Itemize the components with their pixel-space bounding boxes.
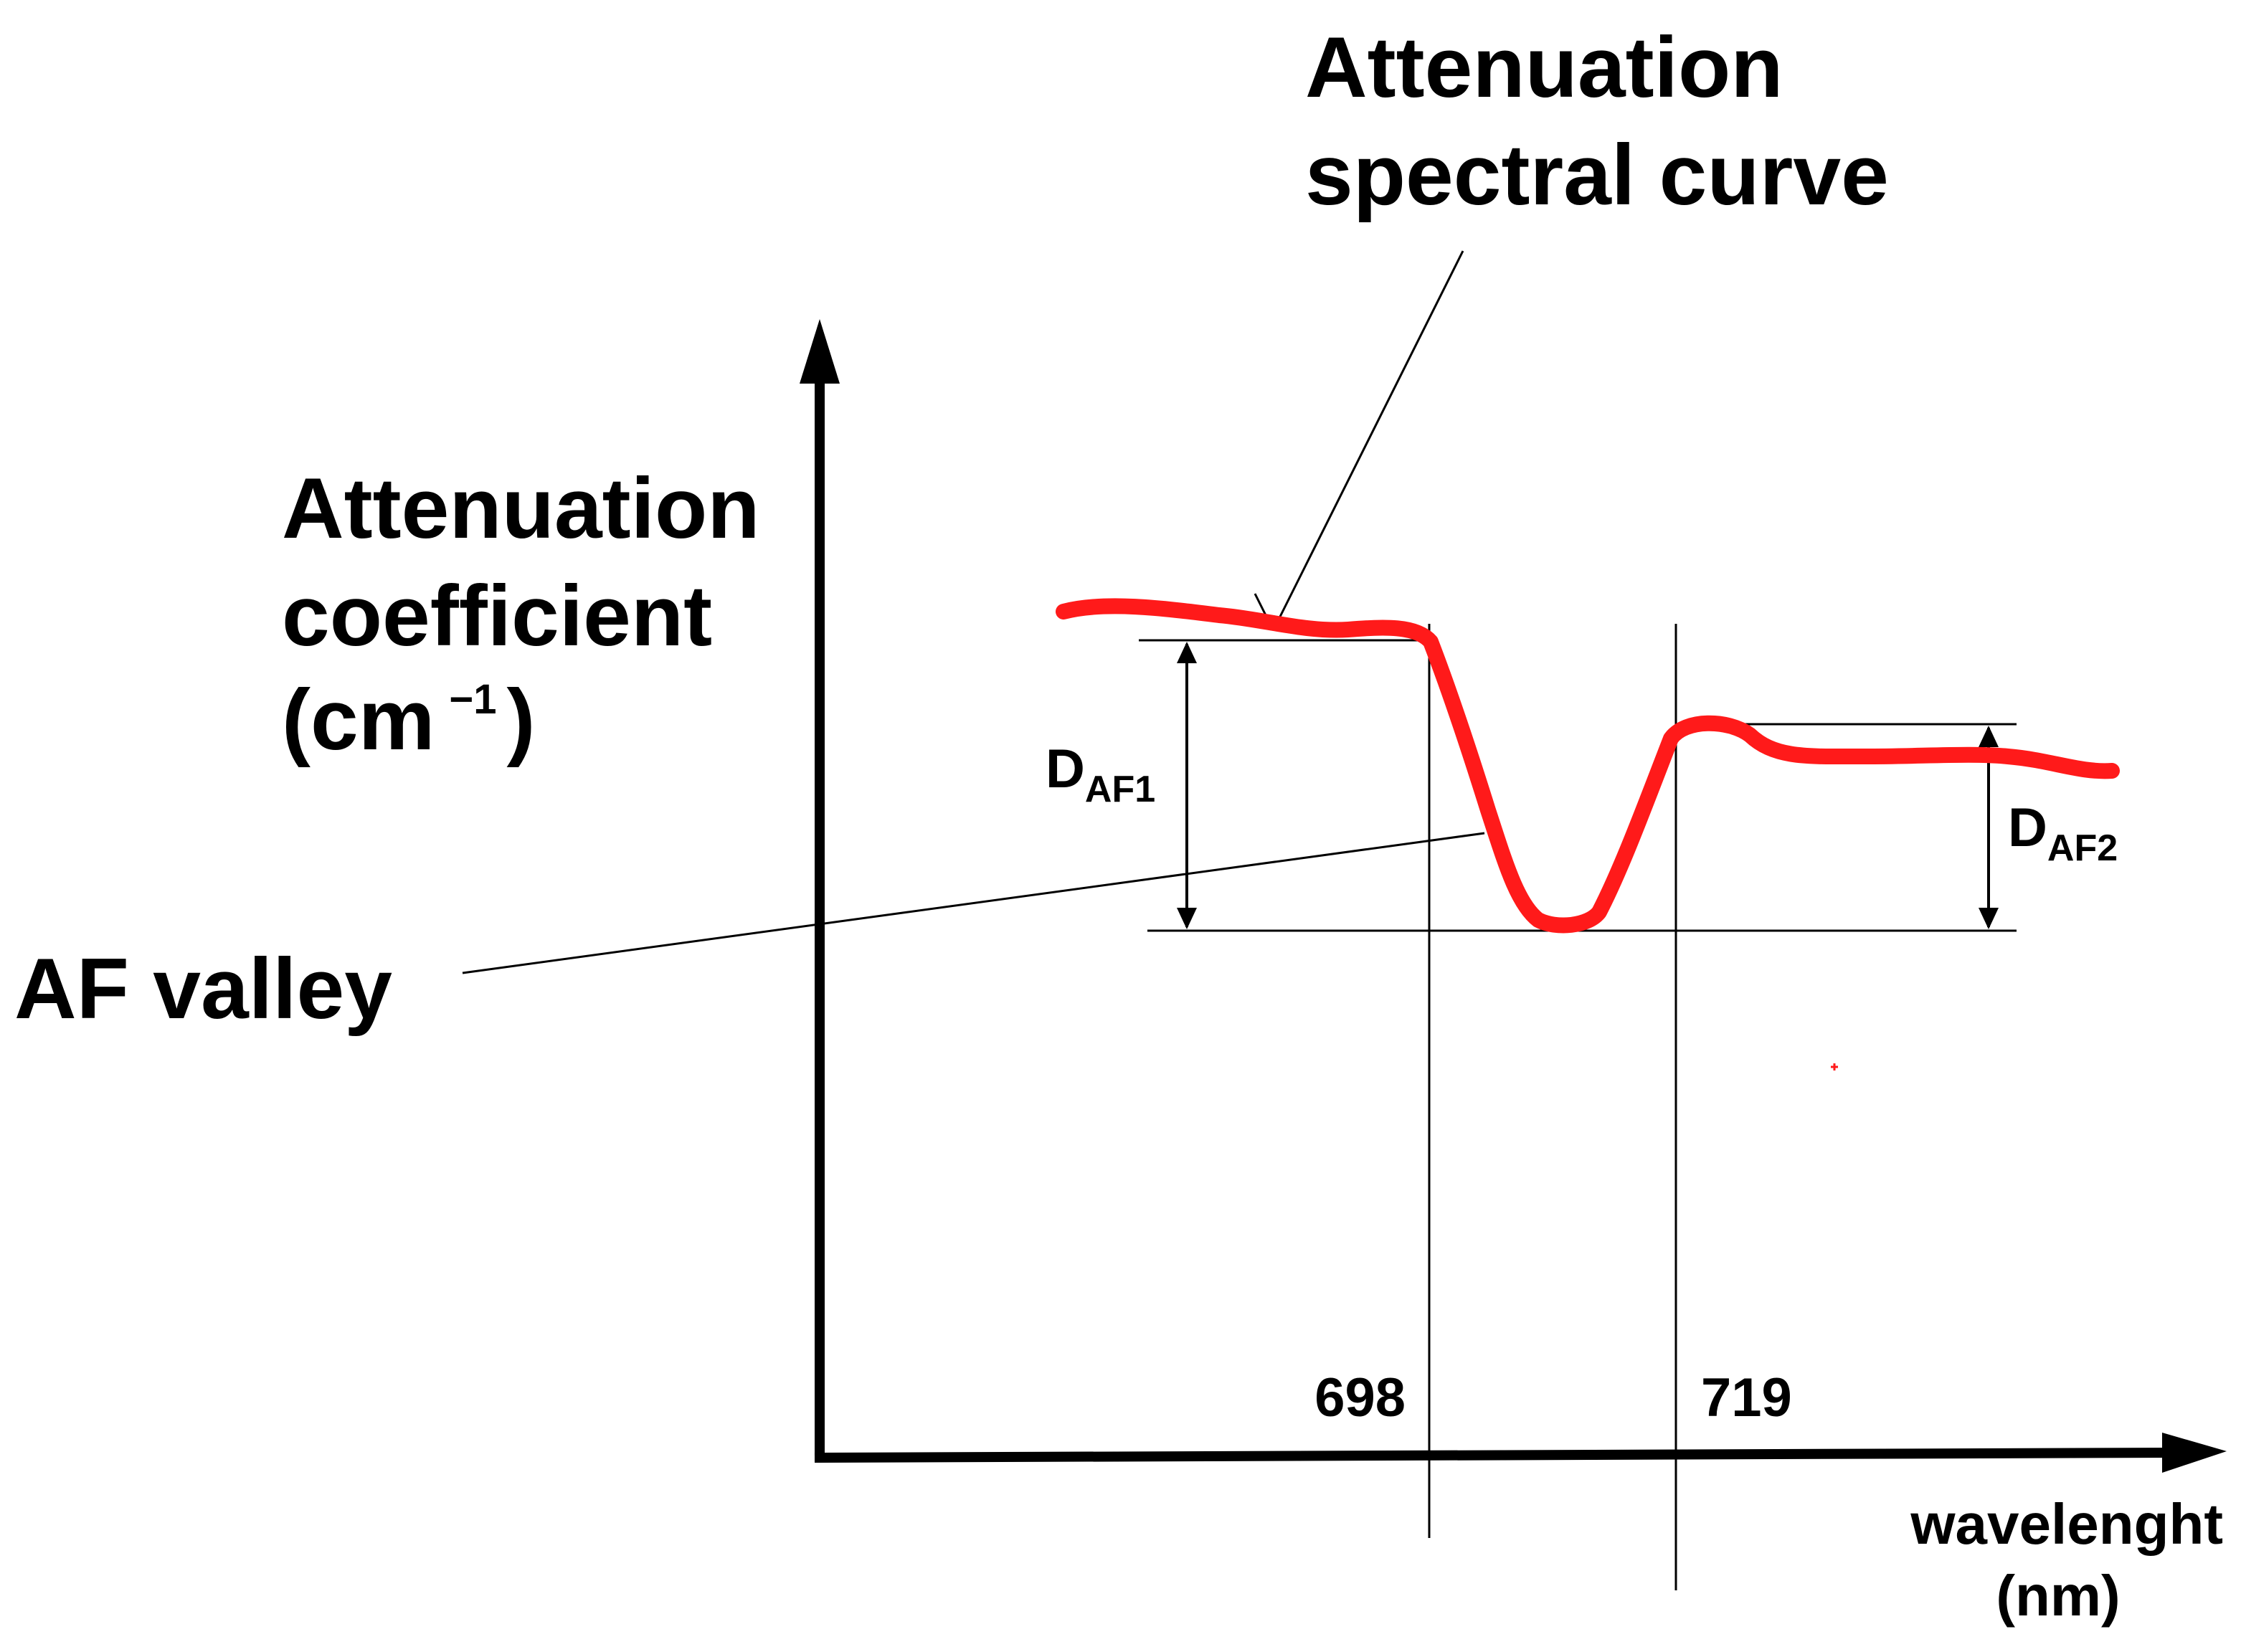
stray-red-mark xyxy=(1831,1063,1838,1071)
marker-label-698: 698 xyxy=(1314,1367,1406,1428)
title-leader-line xyxy=(1275,250,1464,625)
x-axis-arrowhead xyxy=(2162,1433,2227,1473)
y-axis-arrowhead xyxy=(800,319,840,384)
depth-label-af1: DAF1 xyxy=(1046,739,1155,810)
depth-arrow-af1-bottom-head xyxy=(1177,908,1197,929)
depth-label-af2-main: D xyxy=(2008,797,2047,858)
depth-label-af1-main: D xyxy=(1046,739,1085,799)
x-axis-label-line-1: wavelenght xyxy=(1910,1492,2223,1556)
depth-arrow-af2-top-head xyxy=(1979,726,1999,747)
title-line-1: Attenuation xyxy=(1305,19,1783,115)
x-axis xyxy=(814,1448,2174,1463)
y-axis-unit-exponent: −1 xyxy=(449,676,496,723)
depth-label-af2-sub: AF2 xyxy=(2047,827,2118,869)
depth-label-af1-sub: AF1 xyxy=(1085,769,1155,810)
y-axis-label-line-3: (cm −1) xyxy=(282,672,536,768)
af-valley-leader-line xyxy=(462,832,1485,974)
depth-label-af2: DAF2 xyxy=(2008,797,2118,869)
y-axis-label-line-1: Attenuation xyxy=(282,460,760,556)
attenuation-spectral-curve xyxy=(1056,598,2120,934)
af-valley-label: AF valley xyxy=(14,941,392,1037)
marker-label-719: 719 xyxy=(1701,1367,1792,1428)
depth-arrow-af2-bottom-head xyxy=(1979,908,1999,929)
y-axis-unit-close: ) xyxy=(507,672,536,768)
x-axis-label-line-2: (nm) xyxy=(1996,1564,2120,1628)
y-axis-label-line-2: coefficient xyxy=(282,568,712,664)
title-line-2: spectral curve xyxy=(1305,127,1889,223)
y-axis-unit-open: (cm xyxy=(282,672,435,768)
depth-arrow-af1-top-head xyxy=(1177,642,1197,663)
